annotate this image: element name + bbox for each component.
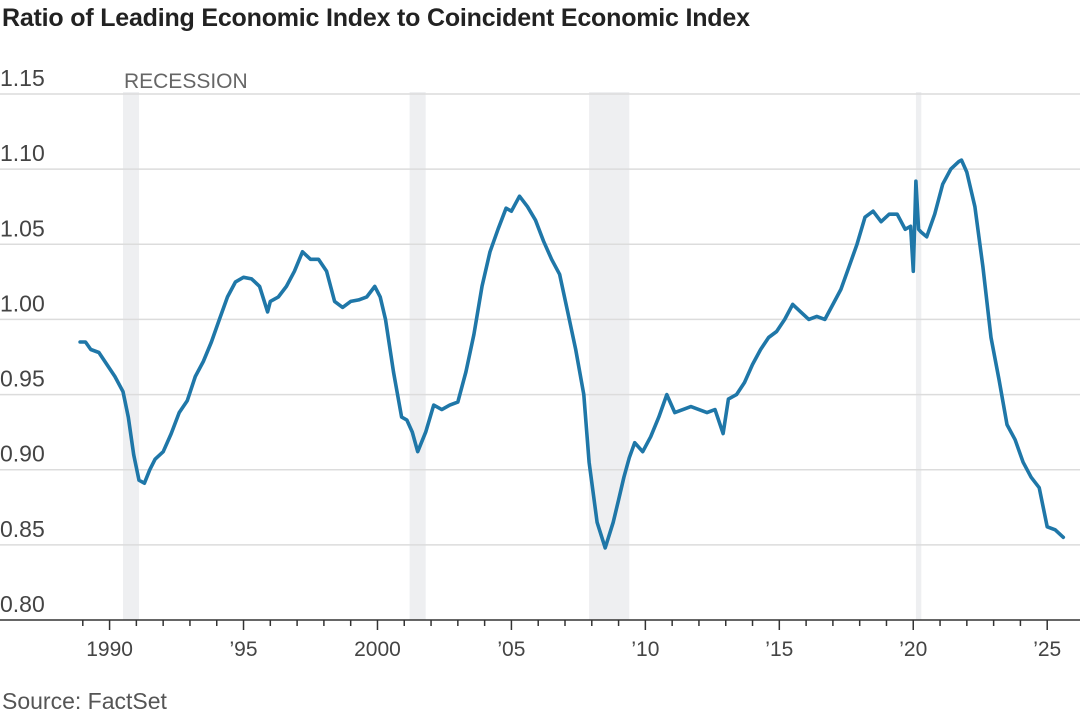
recession-band-2 (409, 92, 426, 620)
y-tick-label: 0.80 (0, 591, 45, 617)
y-tick-label: 0.90 (0, 441, 45, 467)
recession-band-1 (122, 92, 140, 620)
grid-lines (0, 93, 1080, 546)
y-tick-label: 0.85 (0, 516, 45, 542)
x-tick-label: ’20 (899, 638, 927, 661)
y-tick-label: 1.10 (0, 140, 45, 166)
x-tick-label: 2000 (354, 638, 401, 661)
x-tick-label: ’10 (631, 638, 659, 661)
x-tick-label: ’25 (1033, 638, 1061, 661)
y-tick-label: 0.95 (0, 366, 45, 392)
x-tick-label: 1990 (86, 638, 133, 661)
series-line-1 (78, 158, 1066, 550)
y-tick-labels: 0.80 0.85 0.90 0.95 1.00 1.05 1.10 1.15 (0, 65, 45, 617)
y-tick-label: 1.00 (0, 290, 45, 316)
recession-bands (122, 92, 922, 620)
source-note: Source: FactSet (2, 688, 167, 714)
series-layer (78, 158, 1066, 550)
y-tick-label: 1.05 (0, 215, 45, 241)
x-tick-label: ’95 (230, 638, 258, 661)
x-axis (0, 619, 1080, 630)
y-tick-label: 1.15 (0, 65, 45, 91)
x-tick-labels: 1990 ’95 2000 ’05 ’10 ’15 ’20 ’25 (86, 638, 1061, 661)
x-tick-label: ’05 (497, 638, 525, 661)
recession-label: RECESSION (124, 70, 248, 93)
recession-band-4 (915, 92, 922, 620)
x-tick-label: ’15 (765, 638, 793, 661)
chart-title: Ratio of Leading Economic Index to Coinc… (2, 4, 750, 32)
